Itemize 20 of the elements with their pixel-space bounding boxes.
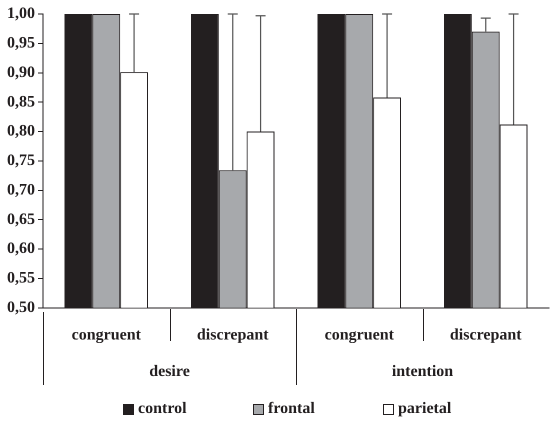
y-tick-label: 0,75 bbox=[7, 152, 35, 170]
x-tick-label: discrepant bbox=[196, 326, 270, 344]
x-tick-label: discrepant bbox=[450, 326, 522, 344]
y-tick-label: 1,00 bbox=[7, 5, 35, 22]
legend-label: control bbox=[138, 400, 188, 418]
y-tick-label: 0,80 bbox=[7, 122, 35, 140]
y-tick-label: 0,90 bbox=[7, 64, 35, 81]
text: desire bbox=[149, 362, 190, 380]
text: intention bbox=[392, 362, 454, 380]
legend-label: frontal bbox=[268, 400, 316, 418]
y-tick-label: 0,95 bbox=[7, 34, 35, 52]
legend-label: parietal bbox=[398, 400, 452, 418]
y-tick-label: 0,65 bbox=[7, 210, 35, 228]
x-tick-label: congruent bbox=[324, 326, 395, 344]
y-tick-label: 0,50 bbox=[7, 298, 35, 316]
y-tick-label: 0,70 bbox=[7, 181, 35, 198]
x-tick-label: congruent bbox=[72, 326, 142, 344]
y-tick-label: 0,60 bbox=[7, 240, 35, 258]
y-tick-label: 0,55 bbox=[7, 270, 35, 287]
y-tick-label: 0,85 bbox=[7, 93, 35, 110]
